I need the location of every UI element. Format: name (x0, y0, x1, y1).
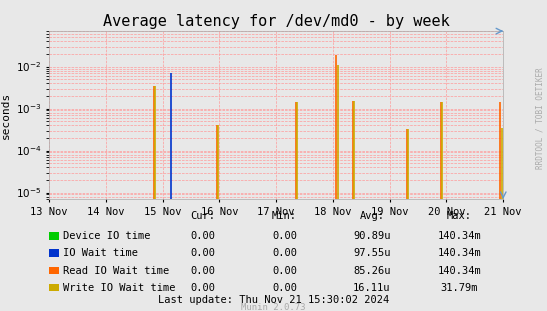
Text: 0.00: 0.00 (190, 248, 215, 258)
Title: Average latency for /dev/md0 - by week: Average latency for /dev/md0 - by week (103, 14, 450, 29)
Text: 0.00: 0.00 (190, 266, 215, 276)
Text: 0.00: 0.00 (190, 283, 215, 293)
Text: Munin 2.0.73: Munin 2.0.73 (241, 303, 306, 311)
Text: 140.34m: 140.34m (438, 248, 481, 258)
Text: Read IO Wait time: Read IO Wait time (63, 266, 169, 276)
Text: 140.34m: 140.34m (438, 266, 481, 276)
Text: Max:: Max: (447, 211, 472, 221)
Text: RRDTOOL / TOBI OETIKER: RRDTOOL / TOBI OETIKER (536, 67, 544, 169)
Text: Cur:: Cur: (190, 211, 215, 221)
Text: 0.00: 0.00 (272, 231, 297, 241)
Text: IO Wait time: IO Wait time (63, 248, 138, 258)
Text: 0.00: 0.00 (190, 231, 215, 241)
Text: Last update: Thu Nov 21 15:30:02 2024: Last update: Thu Nov 21 15:30:02 2024 (158, 295, 389, 305)
Text: 97.55u: 97.55u (353, 248, 391, 258)
Text: 140.34m: 140.34m (438, 231, 481, 241)
Text: Min:: Min: (272, 211, 297, 221)
Text: Write IO Wait time: Write IO Wait time (63, 283, 176, 293)
Text: 0.00: 0.00 (272, 248, 297, 258)
Text: Avg:: Avg: (359, 211, 385, 221)
Text: 0.00: 0.00 (272, 266, 297, 276)
Y-axis label: seconds: seconds (1, 91, 10, 139)
Text: Device IO time: Device IO time (63, 231, 150, 241)
Text: 31.79m: 31.79m (441, 283, 478, 293)
Text: 0.00: 0.00 (272, 283, 297, 293)
Text: 85.26u: 85.26u (353, 266, 391, 276)
Text: 90.89u: 90.89u (353, 231, 391, 241)
Text: 16.11u: 16.11u (353, 283, 391, 293)
